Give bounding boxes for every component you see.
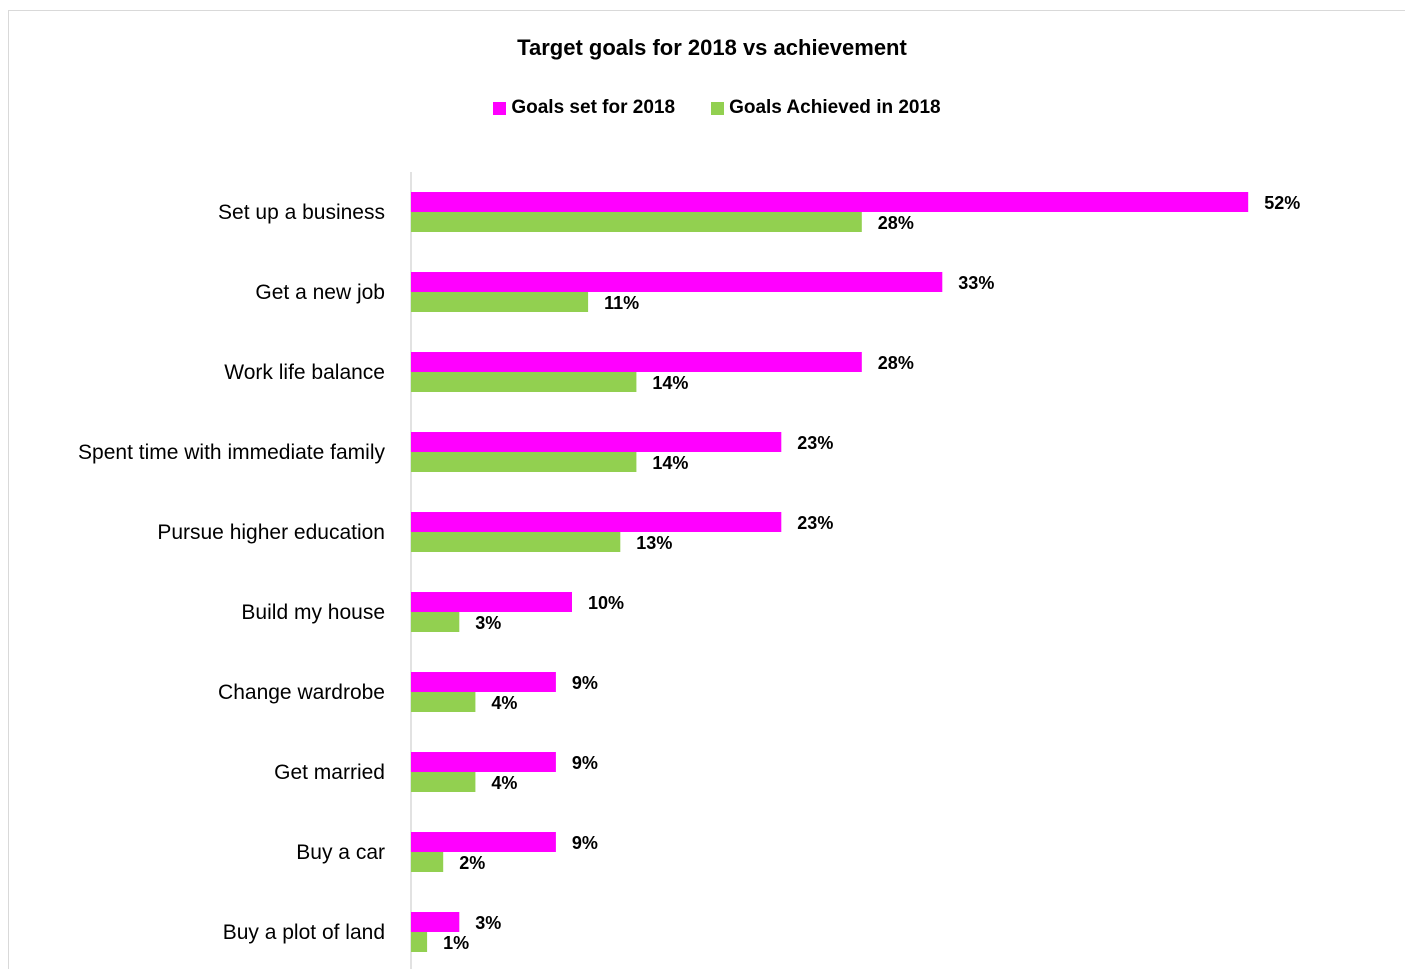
category-label: Build my house (241, 601, 385, 624)
bar-goals-set (411, 192, 1249, 212)
bar-goals-set (411, 752, 556, 772)
bar-goals-achieved (411, 452, 637, 472)
bar-goals-set (411, 512, 782, 532)
data-label-goals-set: 9% (572, 753, 598, 773)
bar-goals-achieved (411, 932, 428, 952)
chart-title: Target goals for 2018 vs achievement (517, 35, 907, 60)
data-label-goals-set: 33% (958, 273, 994, 293)
data-label-goals-achieved: 2% (459, 853, 485, 873)
data-label-goals-set: 3% (475, 913, 501, 933)
bar-goals-achieved (411, 612, 460, 632)
bar-goals-achieved (411, 852, 444, 872)
data-label-goals-achieved: 13% (636, 533, 672, 553)
legend-label-goals-achieved: Goals Achieved in 2018 (729, 97, 941, 118)
legend-item-goals-set: Goals set for 2018 (493, 97, 675, 119)
bar-goals-achieved (411, 692, 476, 712)
data-label-goals-achieved: 28% (878, 213, 914, 233)
bar-goals-set (411, 912, 460, 932)
bar-goals-achieved (411, 292, 589, 312)
data-label-goals-achieved: 3% (475, 613, 501, 633)
category-label: Spent time with immediate family (78, 441, 385, 464)
legend-swatch-goals-set (493, 101, 507, 115)
data-label-goals-achieved: 4% (491, 773, 517, 793)
data-label-goals-set: 9% (572, 673, 598, 693)
bar-goals-set (411, 432, 782, 452)
data-label-goals-set: 52% (1264, 193, 1300, 213)
data-label-goals-set: 23% (797, 433, 833, 453)
category-label: Change wardrobe (218, 681, 385, 704)
data-label-goals-set: 23% (797, 513, 833, 533)
data-label-goals-achieved: 14% (652, 373, 688, 393)
chart-frame (8, 10, 1405, 969)
category-label: Buy a plot of land (223, 921, 385, 944)
legend-swatch-goals-achieved (711, 101, 725, 115)
category-label: Pursue higher education (157, 521, 385, 544)
data-label-goals-set: 28% (878, 353, 914, 373)
legend-label-goals-set: Goals set for 2018 (511, 97, 676, 118)
category-label: Buy a car (296, 841, 385, 864)
bar-goals-set (411, 272, 943, 292)
data-label-goals-achieved: 1% (443, 933, 469, 953)
category-label: Get a new job (255, 281, 385, 304)
category-label: Work life balance (224, 361, 385, 384)
data-label-goals-set: 9% (572, 833, 598, 853)
category-label: Get married (274, 761, 385, 784)
data-label-goals-achieved: 11% (604, 293, 639, 313)
data-label-goals-set: 10% (588, 593, 624, 613)
bar-goals-achieved (411, 372, 637, 392)
chart-legend: Goals set for 2018 Goals Achieved in 201… (0, 97, 1405, 119)
bar-goals-achieved (411, 772, 476, 792)
category-label: Set up a business (218, 201, 385, 224)
bar-goals-achieved (411, 212, 862, 232)
bar-goals-set (411, 672, 556, 692)
legend-item-goals-achieved: Goals Achieved in 2018 (711, 97, 941, 119)
bar-goals-achieved (411, 532, 621, 552)
bar-goals-set (411, 832, 556, 852)
data-label-goals-achieved: 14% (652, 453, 688, 473)
bar-goals-set (411, 352, 862, 372)
data-label-goals-achieved: 4% (491, 693, 517, 713)
bar-goals-set (411, 592, 572, 612)
